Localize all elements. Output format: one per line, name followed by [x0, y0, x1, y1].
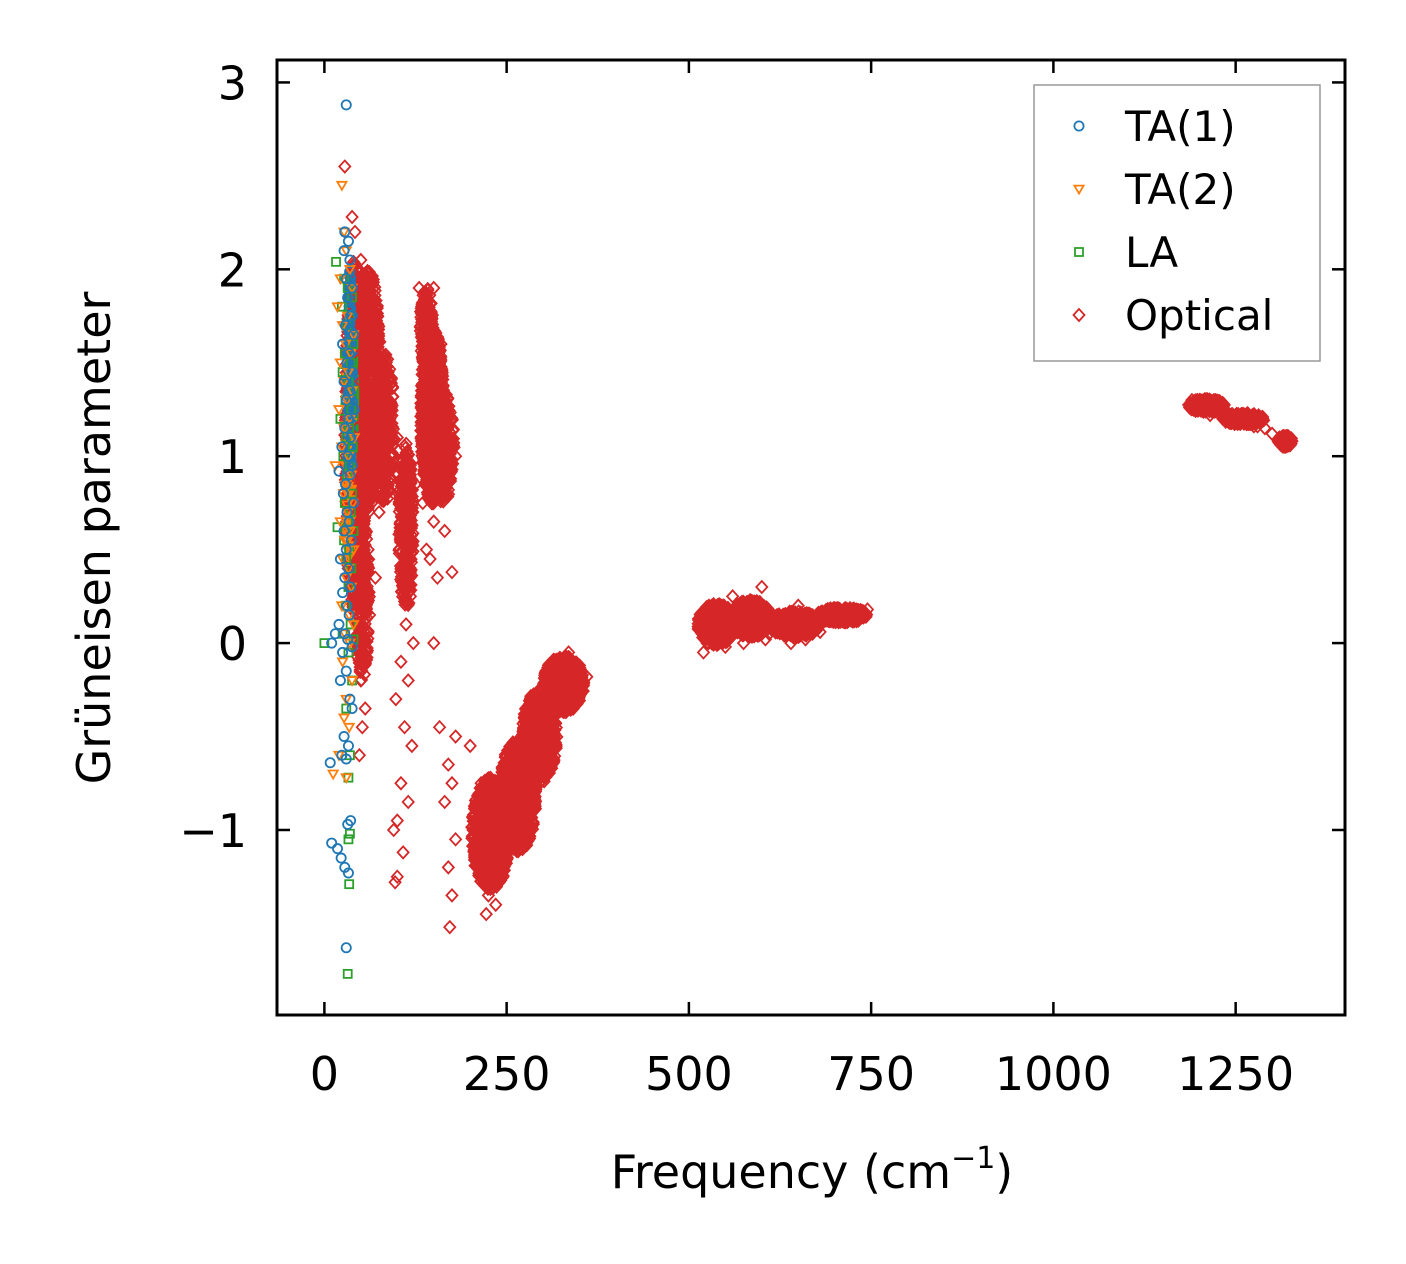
data-point [372, 319, 386, 334]
data-point [439, 486, 453, 502]
data-point [371, 363, 385, 379]
data-point [398, 575, 413, 590]
data-point [356, 351, 370, 367]
data-point [393, 532, 407, 548]
data-point [442, 433, 457, 449]
data-point [369, 322, 384, 337]
data-point [415, 315, 429, 330]
data-point [430, 410, 444, 425]
data-point [401, 597, 415, 613]
data-point [429, 460, 443, 476]
data-point [404, 562, 418, 578]
data-point [353, 664, 367, 680]
data-point [358, 304, 372, 320]
data-point [415, 396, 430, 411]
data-point [375, 427, 389, 442]
data-point [368, 314, 382, 330]
data-point [437, 466, 451, 481]
data-point [375, 472, 389, 488]
data-point [353, 573, 367, 589]
data-point [385, 380, 400, 396]
data-point [402, 580, 416, 595]
data-point [444, 452, 458, 468]
data-point [438, 434, 453, 450]
data-point [357, 510, 372, 525]
data-point [426, 415, 441, 430]
data-point [366, 322, 380, 338]
data-point [382, 482, 397, 498]
data-point [397, 457, 412, 473]
data-point [415, 322, 429, 337]
data-point [404, 527, 418, 543]
data-point [400, 544, 415, 560]
data-point [377, 473, 391, 489]
data-point [387, 431, 401, 446]
plot-area [319, 99, 1299, 979]
data-point [370, 300, 384, 316]
data-point [420, 292, 434, 307]
data-point [415, 406, 429, 422]
data-point [399, 445, 413, 461]
data-point [357, 667, 372, 682]
data-point [396, 494, 411, 510]
data-point [380, 414, 394, 430]
data-point [394, 454, 409, 470]
data-point [394, 479, 409, 494]
data-point [398, 478, 412, 494]
data-point [356, 401, 370, 416]
data-point [353, 476, 367, 492]
data-point [374, 361, 389, 377]
data-point [360, 289, 374, 305]
data-point [392, 542, 406, 558]
data-point [357, 513, 372, 529]
data-point [371, 377, 386, 393]
data-point [357, 464, 371, 479]
data-point [385, 389, 400, 405]
data-point [382, 484, 396, 499]
data-point [433, 478, 448, 494]
data-point [373, 402, 388, 418]
data-point [424, 344, 439, 360]
data-point [396, 522, 411, 538]
data-point [361, 551, 376, 567]
data-point [348, 591, 362, 607]
data-point [362, 276, 376, 291]
data-point [368, 283, 382, 298]
data-point [354, 543, 369, 559]
data-point [358, 266, 372, 281]
data-point [424, 317, 439, 332]
data-point [434, 471, 449, 486]
data-point [385, 416, 399, 431]
data-point [357, 542, 372, 558]
data-point [361, 306, 376, 322]
data-point [384, 448, 399, 464]
data-point [352, 600, 366, 616]
data-point [377, 348, 391, 363]
data-point [358, 378, 373, 394]
data-point [357, 645, 371, 660]
data-point [359, 641, 374, 657]
data-point [357, 620, 371, 635]
data-point [374, 388, 389, 404]
data-point [398, 504, 413, 520]
data-point [428, 414, 443, 430]
data-point [361, 585, 375, 601]
data-point [376, 493, 391, 509]
data-point [400, 517, 415, 533]
data-point [384, 457, 399, 473]
